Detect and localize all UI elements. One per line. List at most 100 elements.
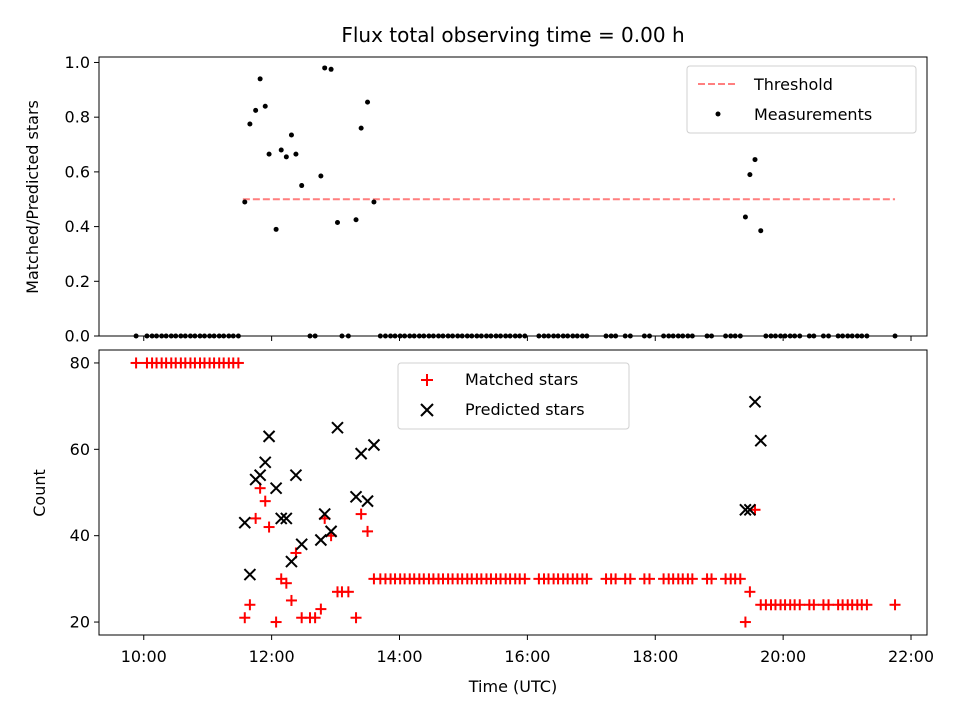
top-y-tick-label: 1.0 bbox=[65, 53, 90, 72]
measurement-point bbox=[278, 147, 284, 153]
matched-star-point bbox=[259, 495, 271, 507]
bottom-x-tick-label: 20:00 bbox=[760, 647, 806, 666]
predicted-star-point bbox=[243, 568, 257, 581]
bottom-y-tick-label: 20 bbox=[70, 613, 90, 632]
measurement-point bbox=[752, 157, 758, 163]
matched-star-point bbox=[610, 573, 622, 585]
predicted-stars-points bbox=[238, 395, 767, 581]
bottom-y-tick-label: 80 bbox=[70, 353, 90, 372]
top-chart-title: Flux total observing time = 0.00 h bbox=[341, 23, 684, 47]
predicted-star-point bbox=[314, 533, 328, 547]
matched-star-point bbox=[808, 599, 820, 611]
bottom-y-axis-label: Count bbox=[30, 469, 49, 517]
predicted-star-point bbox=[367, 438, 381, 452]
matched-star-point bbox=[280, 577, 292, 589]
matched-star-point bbox=[355, 508, 367, 520]
matched-star-point bbox=[263, 521, 275, 533]
predicted-star-point bbox=[262, 430, 276, 443]
measurement-point bbox=[371, 199, 377, 205]
predicted-star-point bbox=[238, 516, 251, 529]
matched-star-point bbox=[239, 612, 251, 624]
matched-stars-points bbox=[130, 357, 901, 628]
matched-star-point bbox=[581, 573, 593, 585]
matched-star-point bbox=[794, 599, 806, 611]
matched-star-point bbox=[823, 599, 835, 611]
predicted-star-point bbox=[354, 447, 368, 460]
legend-threshold-label: Threshold bbox=[753, 75, 833, 94]
matched-star-point bbox=[644, 573, 656, 585]
measurement-point bbox=[247, 121, 253, 127]
measurement-point bbox=[288, 132, 294, 138]
top-legend: Threshold Measurements bbox=[686, 65, 917, 134]
matched-star-point bbox=[889, 599, 901, 611]
predicted-star-point bbox=[295, 538, 308, 551]
bottom-y-tick-label: 40 bbox=[70, 526, 90, 545]
bottom-x-axis-label: Time (UTC) bbox=[468, 677, 557, 696]
top-y-tick-label: 0.0 bbox=[65, 327, 90, 346]
legend-matched-swatch bbox=[421, 374, 433, 386]
measurement-point bbox=[273, 226, 279, 232]
predicted-star-point bbox=[280, 512, 293, 525]
matched-star-point bbox=[350, 612, 362, 624]
legend-matched-label: Matched stars bbox=[465, 370, 578, 389]
legend-predicted-label: Predicted stars bbox=[465, 400, 585, 419]
bottom-legend-box bbox=[397, 362, 630, 430]
predicted-star-point bbox=[324, 525, 338, 538]
measurement-point bbox=[365, 99, 371, 105]
legend-measurements-swatch bbox=[715, 111, 721, 117]
predicted-star-point bbox=[361, 494, 374, 508]
measurement-point bbox=[283, 154, 289, 160]
measurement-point bbox=[253, 107, 259, 113]
bottom-x-tick-label: 14:00 bbox=[376, 647, 422, 666]
top-y-tick-label: 0.2 bbox=[65, 272, 90, 291]
measurement-point bbox=[262, 103, 268, 109]
bottom-plot-frame bbox=[98, 349, 928, 636]
predicted-star-point bbox=[259, 456, 272, 469]
measurement-point bbox=[747, 172, 753, 178]
matched-star-point bbox=[130, 357, 142, 369]
top-y-ticks: 0.0 0.2 0.4 0.6 0.8 1.0 bbox=[65, 53, 99, 346]
matched-star-point bbox=[739, 616, 751, 628]
top-y-axis-label: Matched/Predicted stars bbox=[23, 100, 42, 294]
measurement-point bbox=[334, 219, 340, 225]
legend-measurements-label: Measurements bbox=[754, 105, 872, 124]
bottom-x-tick-label: 16:00 bbox=[504, 647, 550, 666]
bottom-panel: 20 40 60 80 10:00 12:00 14:00 16:00 18:00 20:00 2… bbox=[30, 349, 934, 696]
top-y-tick-label: 0.4 bbox=[65, 217, 90, 236]
predicted-star-point bbox=[318, 507, 331, 521]
matched-star-point bbox=[285, 594, 297, 606]
bottom-x-ticks: 10:00 12:00 14:00 16:00 18:00 20:00 22:00 bbox=[121, 635, 934, 666]
bottom-y-ticks: 20 40 60 80 bbox=[70, 353, 99, 632]
predicted-star-point bbox=[748, 395, 762, 409]
matched-star-point bbox=[744, 586, 756, 598]
bottom-x-tick-label: 22:00 bbox=[888, 647, 934, 666]
matched-star-point bbox=[232, 357, 244, 369]
predicted-star-point bbox=[754, 434, 767, 447]
measurement-point bbox=[266, 151, 272, 157]
matched-star-point bbox=[270, 616, 282, 628]
bottom-x-tick-label: 10:00 bbox=[121, 647, 167, 666]
measurement-point bbox=[299, 183, 305, 189]
predicted-star-point bbox=[739, 503, 752, 516]
measurement-point bbox=[257, 76, 263, 82]
top-y-tick-label: 0.6 bbox=[65, 162, 90, 181]
top-plot-frame bbox=[98, 56, 928, 337]
predicted-star-point bbox=[743, 503, 757, 516]
matched-star-point bbox=[309, 612, 321, 624]
matched-star-point bbox=[342, 586, 354, 598]
measurement-point bbox=[758, 228, 764, 234]
predicted-star-point bbox=[275, 512, 288, 525]
measurement-point bbox=[328, 66, 334, 72]
measurement-point bbox=[293, 151, 299, 157]
matched-star-point bbox=[362, 525, 374, 537]
predicted-star-point bbox=[289, 469, 303, 482]
predicted-star-point bbox=[285, 555, 298, 568]
matched-star-point bbox=[519, 573, 531, 585]
legend-predicted-swatch bbox=[420, 403, 434, 417]
top-legend-box bbox=[686, 65, 917, 134]
top-panel: 0.0 0.2 0.4 0.6 0.8 1.0 Matched/Predicted sta… bbox=[23, 53, 928, 346]
predicted-star-point bbox=[349, 490, 363, 504]
predicted-star-point bbox=[331, 421, 344, 434]
matched-star-point bbox=[315, 603, 327, 615]
matched-star-point bbox=[250, 512, 262, 524]
